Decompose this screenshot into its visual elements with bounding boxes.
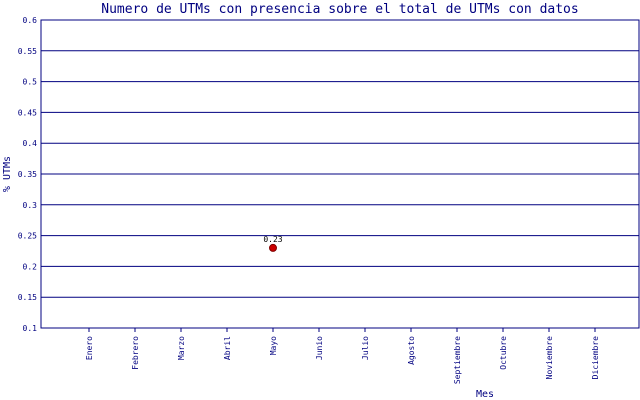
y-tick-label: 0.6	[23, 16, 38, 25]
y-tick-label: 0.55	[18, 47, 37, 56]
x-tick-label: Octubre	[499, 336, 508, 370]
y-tick-label: 0.1	[23, 324, 38, 333]
x-tick-label: Mayo	[269, 336, 278, 355]
x-tick-label: Diciembre	[591, 336, 600, 380]
y-tick-label: 0.15	[18, 293, 37, 302]
y-tick-label: 0.35	[18, 170, 37, 179]
y-axis-label: % UTMs	[2, 156, 13, 192]
x-tick-labels: Enero Febrero Marzo Abril Mayo Junio Julio Agos…	[85, 328, 600, 384]
y-tick-label: 0.4	[23, 139, 38, 148]
x-tick-label: Febrero	[131, 336, 140, 370]
data-points: 0.23	[263, 235, 283, 252]
x-tick-label: Junio	[315, 336, 324, 360]
x-tick-label: Agosto	[407, 336, 416, 365]
x-tick-label: Noviembre	[545, 336, 554, 380]
x-tick-label: Marzo	[177, 336, 186, 360]
chart-title: Numero de UTMs con presencia sobre el to…	[101, 2, 578, 17]
x-tick-label: Julio	[361, 336, 370, 360]
y-tick-label: 0.2	[23, 262, 38, 271]
x-tick-label: Septiembre	[453, 336, 462, 384]
y-tick-labels: 0.1 0.15 0.2 0.25 0.3 0.35 0.4 0.45 0.5 0.55 0.6	[18, 16, 37, 333]
y-tick-label: 0.3	[23, 201, 38, 210]
grid-lines	[41, 19, 639, 329]
x-axis-label: Mes	[476, 389, 494, 400]
data-label: 0.23	[263, 235, 282, 244]
x-tick-label: Abril	[223, 336, 232, 360]
plot-frame	[40, 19, 640, 329]
y-tick-label: 0.5	[23, 78, 38, 87]
y-tick-label: 0.45	[18, 108, 37, 117]
data-point	[269, 243, 277, 252]
x-tick-label: Enero	[85, 336, 94, 360]
y-tick-label: 0.25	[18, 232, 37, 241]
